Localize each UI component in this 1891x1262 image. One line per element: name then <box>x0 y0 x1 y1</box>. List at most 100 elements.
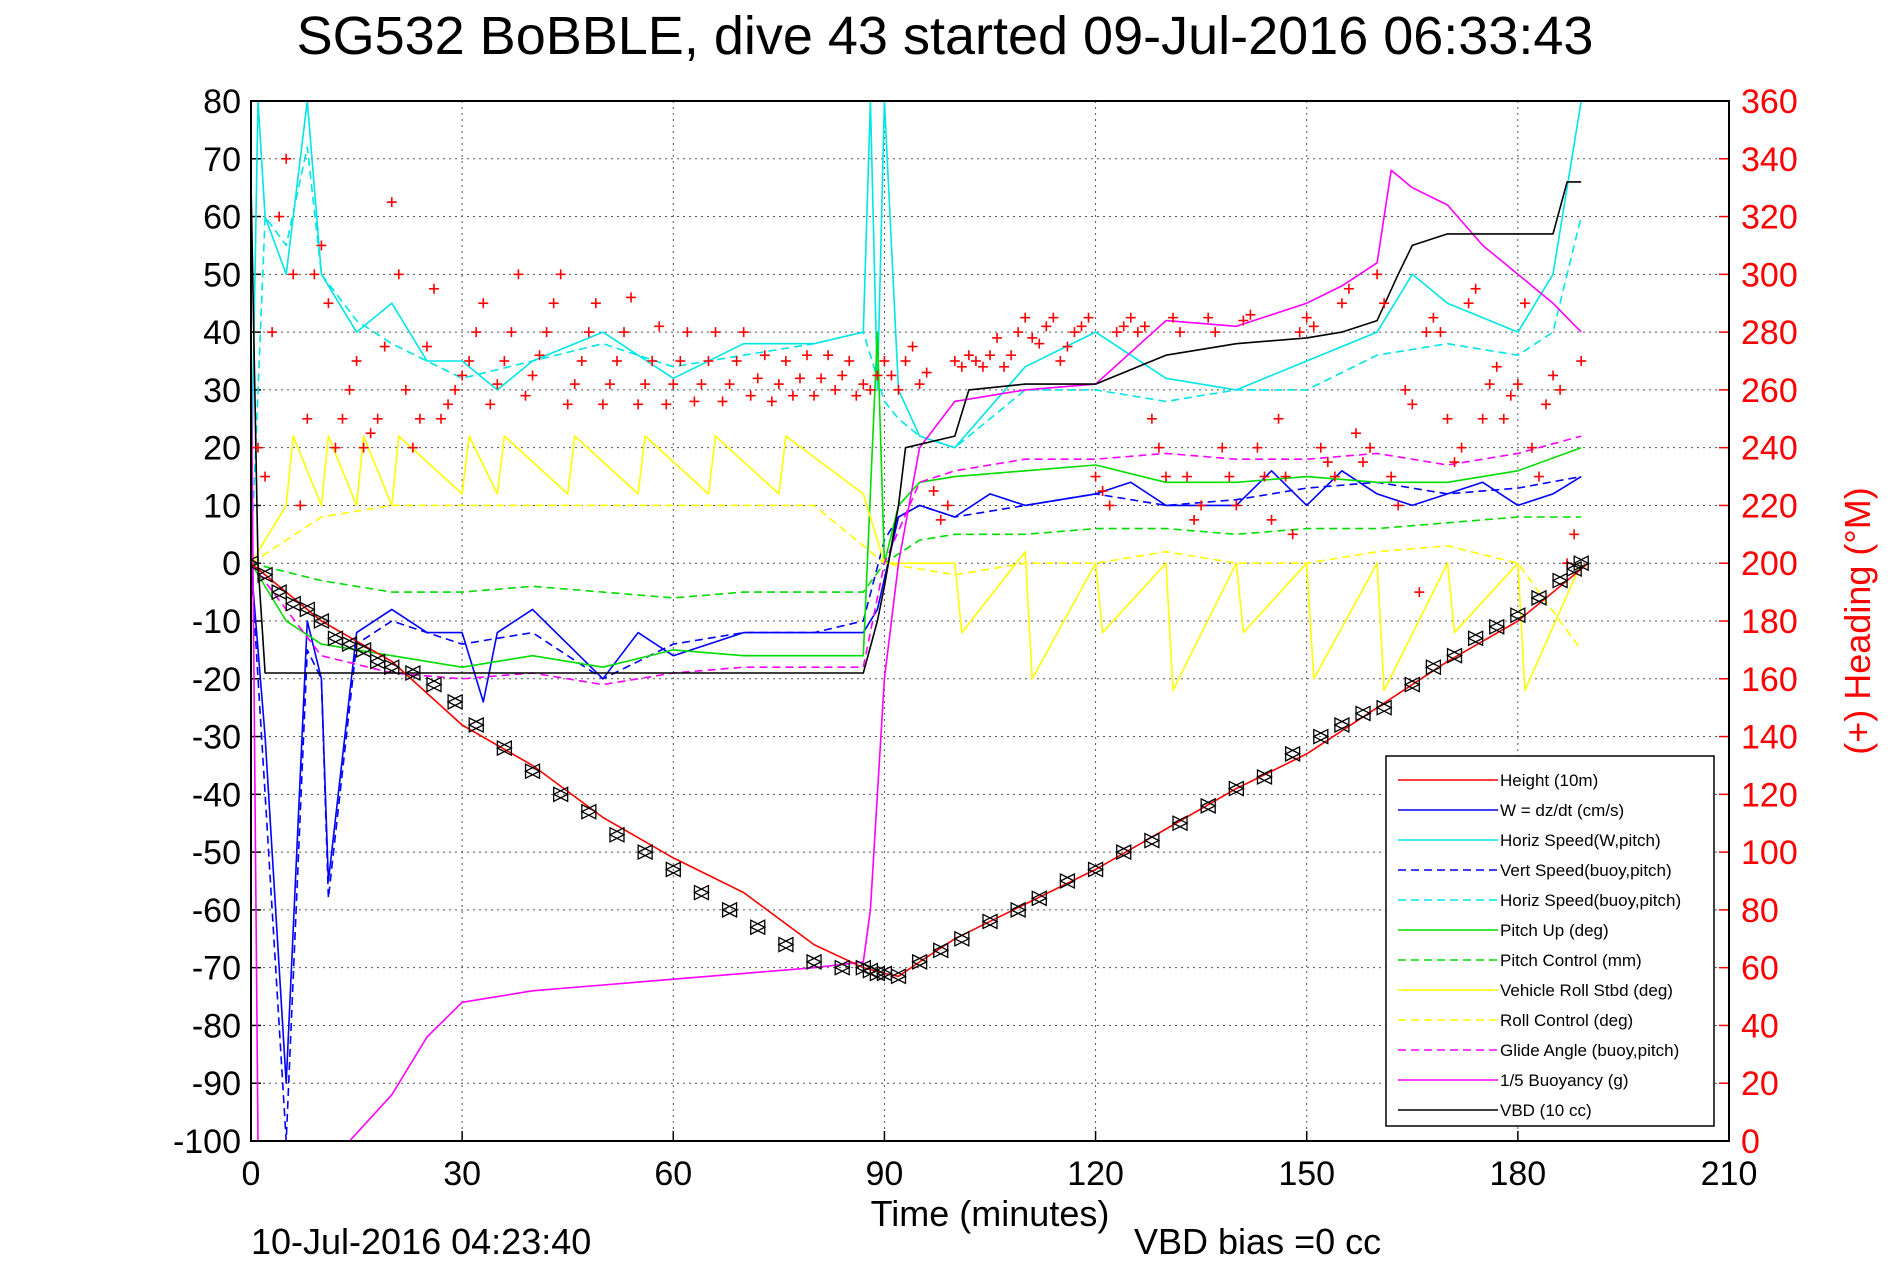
series-line-w-dz-dt-cm-s <box>251 469 1582 1084</box>
x-tick-label: 90 <box>866 1155 904 1193</box>
depth-marker-ascent <box>932 942 950 959</box>
heading-marker <box>1428 312 1439 323</box>
heading-marker <box>794 373 805 384</box>
heading-marker <box>1336 298 1347 309</box>
y-left-tick-label: 20 <box>203 430 241 468</box>
y-right-axis-label: (+) Heading (°M) <box>1837 487 1878 754</box>
heading-marker <box>611 356 622 366</box>
heading-marker <box>886 370 897 381</box>
heading-marker <box>865 384 876 395</box>
legend-label: Horiz Speed(buoy,pitch) <box>1500 891 1681 910</box>
heading-marker <box>928 486 939 496</box>
x-tick-label: 60 <box>654 1155 692 1193</box>
depth-marker-ascent <box>1403 676 1421 693</box>
y-right-tick-label: 120 <box>1741 776 1798 814</box>
heading-marker <box>1259 471 1270 482</box>
heading-marker <box>787 390 798 401</box>
heading-marker <box>1139 321 1150 332</box>
heading-marker <box>661 399 672 410</box>
heading-marker <box>1449 457 1460 468</box>
heading-marker <box>407 442 418 453</box>
heading-marker <box>520 390 531 401</box>
legend-label: Roll Control (deg) <box>1500 1011 1633 1030</box>
heading-marker <box>1224 471 1235 482</box>
heading-marker <box>1069 327 1080 338</box>
heading-marker <box>1393 500 1404 511</box>
depth-marker-ascent <box>1143 832 1161 849</box>
y-right-tick-label: 260 <box>1741 372 1798 410</box>
depth-marker-descent <box>355 641 373 658</box>
series-line-vert-speed-buoy-pitch <box>251 475 1582 1141</box>
heading-marker <box>590 298 601 309</box>
y-right-tick-label: 40 <box>1741 1007 1779 1045</box>
y-right-tick-label: 140 <box>1741 719 1798 757</box>
x-tick-label: 0 <box>242 1155 261 1193</box>
x-tick-label: 180 <box>1489 1155 1546 1193</box>
heading-marker <box>485 399 496 410</box>
heading-marker <box>1027 332 1038 343</box>
heading-marker <box>668 379 679 390</box>
heading-marker <box>351 356 362 366</box>
legend-entry: W = dz/dt (cm/s) <box>1398 801 1624 820</box>
y-right-tick-label: 320 <box>1741 199 1798 237</box>
heading-marker <box>506 327 517 338</box>
y-right-tick-label: 200 <box>1741 545 1798 583</box>
y-right-tick-label: 180 <box>1741 603 1798 641</box>
x-axis-label: Time (minutes) <box>871 1193 1110 1234</box>
heading-marker <box>802 350 813 361</box>
heading-marker <box>597 399 608 410</box>
heading-marker <box>1308 321 1319 332</box>
y-left-tick-label: 70 <box>203 141 241 179</box>
depth-marker-descent <box>404 664 422 682</box>
heading-marker <box>935 514 946 525</box>
depth-marker-ascent <box>1256 768 1273 786</box>
depth-marker-descent <box>383 659 401 676</box>
heading-marker <box>949 356 960 366</box>
x-tick-label: 120 <box>1067 1155 1124 1193</box>
heading-marker <box>1196 500 1207 511</box>
footer-vbd-bias: VBD bias =0 cc <box>1134 1221 1381 1262</box>
heading-marker <box>1034 338 1045 349</box>
heading-marker <box>428 283 439 294</box>
heading-marker <box>1548 370 1559 381</box>
heading-marker <box>414 413 425 424</box>
depth-marker-ascent <box>1446 647 1463 664</box>
y-right-tick-label: 160 <box>1741 661 1798 699</box>
heading-marker <box>1153 442 1164 453</box>
heading-marker <box>316 240 327 251</box>
heading-marker <box>675 356 686 366</box>
heading-marker <box>1160 471 1171 482</box>
depth-marker-descent <box>495 740 513 757</box>
heading-marker <box>534 350 545 361</box>
series-line-roll-control-deg <box>251 504 1582 651</box>
heading-marker <box>1301 312 1312 323</box>
y-left-tick-label: 40 <box>203 314 241 352</box>
heading-marker <box>1407 399 1418 410</box>
heading-marker <box>1189 514 1200 525</box>
y-right-tick-label: 220 <box>1741 487 1798 525</box>
heading-marker <box>907 341 918 352</box>
depth-marker-descent <box>298 601 316 618</box>
y-right-tick-label: 300 <box>1741 256 1798 294</box>
heading-marker <box>879 356 890 366</box>
heading-marker <box>703 356 714 366</box>
heading-marker <box>823 350 834 361</box>
depth-marker-ascent <box>953 930 971 947</box>
heading-marker <box>858 379 869 390</box>
heading-marker <box>752 373 763 384</box>
depth-marker-ascent <box>1354 705 1372 722</box>
legend-label: Horiz Speed(W,pitch) <box>1500 831 1661 850</box>
heading-marker <box>1526 442 1537 453</box>
y-left-tick-labels: 80 70 60 50 40 30 20 10 0 -10 -20 -30 -40 -50 -60 -70 -8… <box>173 83 241 1161</box>
heading-marker <box>548 298 559 309</box>
heading-marker <box>1484 379 1495 390</box>
heading-marker <box>626 292 637 303</box>
heading-marker <box>1512 379 1523 390</box>
heading-marker <box>872 370 883 381</box>
heading-marker <box>1083 312 1094 323</box>
heading-marker <box>851 390 862 401</box>
depth-marker-descent <box>446 693 464 710</box>
heading-marker <box>1118 321 1129 332</box>
heading-marker <box>358 442 369 453</box>
depth-marker-ascent <box>1087 861 1105 878</box>
